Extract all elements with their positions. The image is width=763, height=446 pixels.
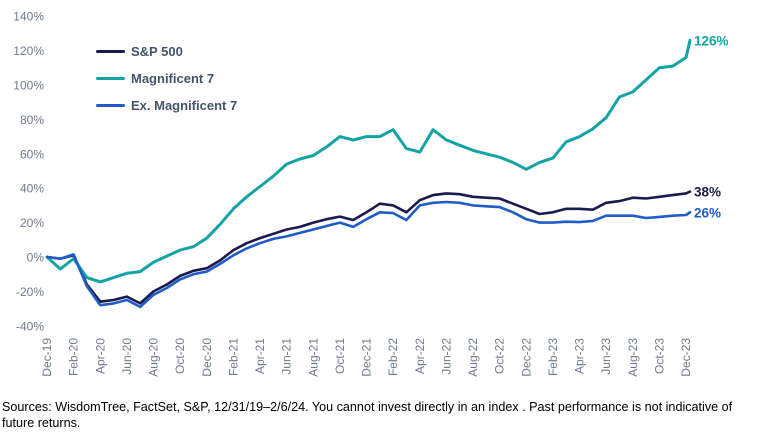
x-tick-label: Aug-22: [466, 338, 480, 377]
x-tick-label: Aug-20: [147, 338, 161, 377]
legend-label-magnificent7: Magnificent 7: [131, 71, 215, 86]
x-tick-label: Dec-22: [519, 338, 533, 377]
y-tick-label: 140%: [13, 10, 44, 24]
series-line-magnificent-7: [45, 38, 692, 284]
legend-item-magnificent7: Magnificent 7: [96, 67, 237, 90]
x-tick-label: Jun-22: [439, 338, 453, 375]
y-tick-label: 40%: [20, 182, 44, 196]
performance-chart: 140% 120% 100% 80% 60% 40% 20% 0% -20% -40% Dec-19…: [13, 10, 729, 377]
y-tick-label: -40%: [16, 319, 44, 333]
series-line-ex-magnificent-7: [45, 200, 692, 309]
x-tick-label: Feb-20: [67, 338, 81, 376]
y-tick-label: 0%: [27, 251, 45, 265]
x-tick-label: Feb-22: [386, 338, 400, 376]
x-tick-label: Jun-23: [599, 338, 613, 375]
x-tick-label: Feb-23: [546, 338, 560, 376]
x-tick-label: Apr-23: [573, 338, 587, 374]
x-tick-label: Feb-21: [226, 338, 240, 376]
source-note: Sources: WisdomTree, FactSet, S&P, 12/31…: [2, 400, 733, 431]
x-tick-label: Jun-21: [280, 338, 294, 375]
chart-plot-area: 140% 120% 100% 80% 60% 40% 20% 0% -20% -40% Dec-19…: [13, 10, 729, 377]
y-tick-label: -20%: [16, 285, 44, 299]
x-tick-label: Dec-21: [360, 338, 374, 377]
legend-item-sp500: S&P 500: [96, 40, 237, 63]
x-tick-label: Dec-19: [40, 338, 54, 377]
x-tick-label: Apr-20: [93, 338, 107, 374]
end-value-label-magnificent-7: 126%: [694, 33, 729, 48]
ex-magnificent7-line-swatch: [96, 103, 125, 108]
y-tick-label: 60%: [20, 147, 44, 161]
x-tick-label: Apr-22: [413, 338, 427, 374]
x-tick-label: Oct-23: [652, 338, 666, 374]
magnificent7-line-swatch: [96, 76, 125, 81]
end-value-label-ex-magnificent-7: 26%: [694, 205, 721, 220]
x-tick-label: Dec-20: [200, 338, 214, 377]
chart-legend: S&P 500 Magnificent 7 Ex. Magnificent 7: [96, 40, 237, 121]
x-tick-label: Aug-23: [626, 338, 640, 377]
x-tick-label: Oct-20: [173, 338, 187, 374]
end-value-label-s-p-500: 38%: [694, 185, 721, 200]
legend-item-ex-magnificent7: Ex. Magnificent 7: [96, 94, 237, 117]
x-tick-label: Jun-20: [120, 338, 134, 375]
x-tick-label: Dec-23: [679, 338, 693, 377]
legend-label-ex-magnificent7: Ex. Magnificent 7: [131, 98, 238, 113]
x-tick-label: Aug-21: [306, 338, 320, 377]
x-tick-label: Oct-22: [493, 338, 507, 374]
y-tick-label: 80%: [20, 113, 44, 127]
y-tick-label: 100%: [13, 79, 44, 93]
x-tick-label: Oct-21: [333, 338, 347, 374]
y-tick-label: 120%: [13, 44, 44, 58]
sp500-line-swatch: [96, 49, 125, 54]
x-tick-label: Apr-21: [253, 338, 267, 374]
y-tick-label: 20%: [20, 216, 44, 230]
legend-label-sp500: S&P 500: [131, 44, 183, 59]
series-line-s-p-500: [45, 190, 692, 305]
